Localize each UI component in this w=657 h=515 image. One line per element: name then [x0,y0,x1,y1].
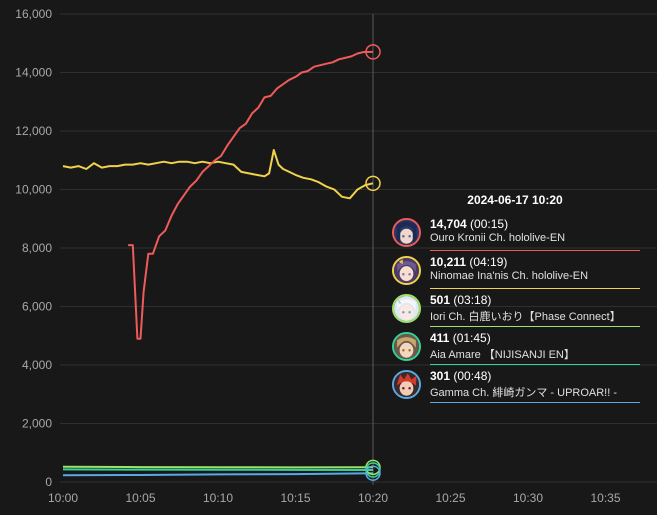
tooltip-item: 501 (03:18) Iori Ch. 白鹿いおり【Phase Connect】 [392,293,640,327]
avatar-iori-icon [392,294,421,323]
tooltip-item: 301 (00:48) Gamma Ch. 緋崎ガンマ - UPROAR!! - [392,369,640,403]
x-tick-label: 10:05 [125,491,155,505]
tooltip-value: 10,211 (04:19) [430,255,508,269]
y-tick-label: 14,000 [15,66,52,80]
tooltip-channel-name: Iori Ch. 白鹿いおり【Phase Connect】 [430,311,621,323]
tooltip-item: 10,211 (04:19) Ninomae Ina'nis Ch. hololi… [392,255,640,289]
tooltip: 2024-06-17 10:20 14,704 (00:15) Ouro Kron… [388,193,642,411]
tooltip-time: 2024-06-17 10:20 [467,193,563,207]
series-marker [365,465,381,481]
avatar-ina-icon [392,256,421,285]
y-tick-label: 2,000 [22,417,52,431]
y-tick-label: 12,000 [15,124,52,138]
tooltip-channel-name: Aia Amare 【NIJISANJI EN】 [430,349,575,361]
series-line[interactable] [128,50,374,340]
tooltip-underline [430,402,640,403]
x-tick-label: 10:00 [48,491,78,505]
tooltip-value: 411 (01:45) [430,331,491,345]
x-tick-label: 10:25 [435,491,465,505]
tooltip-value: 501 (03:18) [430,293,492,307]
series-marker [365,44,381,60]
y-tick-label: 4,000 [22,358,52,372]
x-tick-label: 10:10 [203,491,233,505]
avatar-gamma-icon [392,370,421,399]
tooltip-item: 411 (01:45) Aia Amare 【NIJISANJI EN】 [392,331,640,365]
y-tick-label: 0 [45,475,52,489]
tooltip-item: 14,704 (00:15) Ouro Kronii Ch. hololive-E… [392,217,640,251]
y-tick-label: 8,000 [22,241,52,255]
hover-markers [365,44,381,481]
tooltip-underline [430,326,640,327]
avatar-aia-icon [392,332,421,361]
tooltip-value: 301 (00:48) [430,369,492,383]
y-tick-label: 6,000 [22,300,52,314]
y-tick-label: 16,000 [15,7,52,21]
x-tick-label: 10:30 [513,491,543,505]
series-line[interactable] [62,149,374,200]
x-axis-ticks: 10:00 10:05 10:10 10:15 10:20 10:25 10:30 10:35 [48,491,621,505]
series-line[interactable] [62,465,374,469]
y-axis-ticks: 0 2,000 4,000 6,000 8,000 10,000 12,000 14,000 1… [15,7,52,489]
y-tick-label: 10,000 [15,183,52,197]
x-tick-label: 10:35 [590,491,620,505]
series-marker [365,175,381,192]
series-line[interactable] [62,468,374,471]
tooltip-value: 14,704 (00:15) [430,217,509,231]
tooltip-underline [430,288,640,289]
tooltip-underline [430,364,640,365]
series-line[interactable] [62,472,374,477]
tooltip-channel-name: Gamma Ch. 緋崎ガンマ - UPROAR!! - [430,387,618,399]
tooltip-channel-name: Ninomae Ina'nis Ch. hololive-EN [430,270,589,282]
avatar-kronii-icon [392,218,421,247]
tooltip-channel-name: Ouro Kronii Ch. hololive-EN [430,232,566,244]
series-lines[interactable] [62,50,374,477]
x-tick-label: 10:15 [280,491,310,505]
x-tick-label: 10:20 [358,491,388,505]
tooltip-underline [430,250,640,251]
